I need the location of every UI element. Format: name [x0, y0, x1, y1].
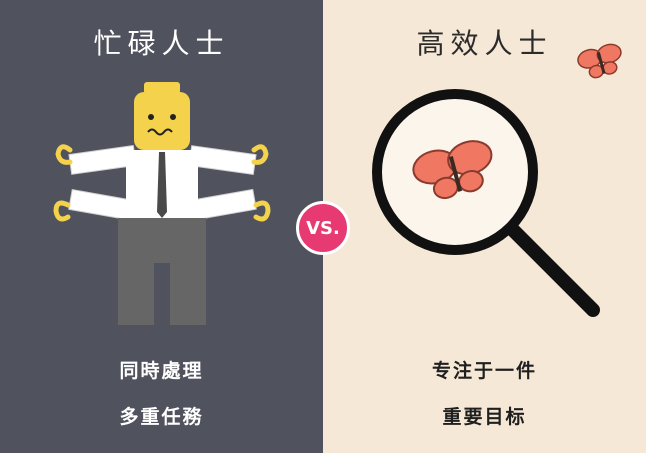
right-caption-line1: 专注于一件	[431, 360, 537, 382]
figure-left-leg	[118, 255, 154, 325]
left-caption-line2: 多重任務	[119, 406, 204, 428]
figure-hands	[53, 144, 271, 222]
magnifying-glass-icon	[372, 89, 600, 317]
figure-head	[134, 92, 190, 150]
left-caption-line1: 同時處理	[119, 360, 204, 382]
vs-badge: VS.	[296, 201, 350, 255]
figure-right-eye	[170, 114, 176, 120]
figure-left-eye	[148, 114, 154, 120]
left-title: 忙碌人士	[93, 27, 230, 60]
right-caption-line2: 重要目标	[442, 406, 527, 428]
left-panel: 忙碌人士 同時處理 多重任務	[0, 0, 323, 453]
right-panel: 高效人士 专注于一件 重要目标	[323, 0, 646, 453]
figure-worried-mouth	[147, 128, 173, 136]
figure-tie	[157, 152, 167, 218]
multitasking-figure-illustration	[53, 82, 271, 325]
figure-right-leg	[170, 255, 206, 325]
figure-head-stud	[144, 82, 180, 94]
butterfly-icon	[577, 43, 622, 79]
butterfly-icon	[412, 140, 493, 200]
focus-illustration	[372, 43, 622, 317]
right-title: 高效人士	[416, 27, 553, 60]
